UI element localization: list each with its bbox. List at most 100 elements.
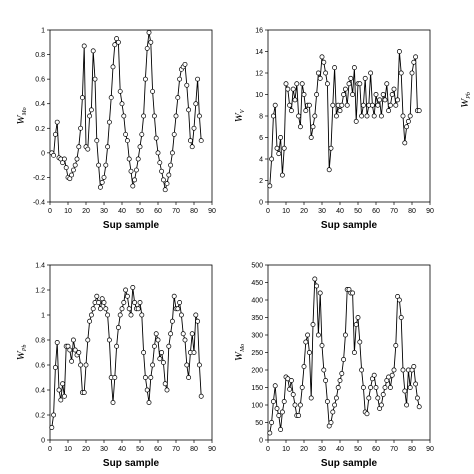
data-point bbox=[195, 76, 201, 82]
data-point bbox=[414, 395, 420, 401]
data-point bbox=[155, 337, 161, 343]
data-point bbox=[306, 102, 312, 108]
data-point bbox=[285, 86, 291, 92]
data-point bbox=[85, 337, 91, 343]
data-point bbox=[281, 399, 287, 404]
x-tick-label: 70 bbox=[390, 446, 398, 453]
data-point bbox=[299, 81, 305, 87]
data-point bbox=[81, 390, 87, 395]
y-axis-label-sub: Mo bbox=[240, 344, 246, 353]
x-tick-label: 50 bbox=[136, 208, 144, 215]
data-point bbox=[69, 358, 75, 364]
plot-frame bbox=[49, 29, 213, 203]
data-point bbox=[51, 412, 57, 418]
data-point bbox=[193, 312, 199, 318]
data-point bbox=[171, 131, 177, 137]
data-point bbox=[168, 162, 174, 168]
data-point bbox=[132, 177, 138, 183]
y-tick-label: -0.4 bbox=[33, 200, 45, 207]
x-tick-label: 60 bbox=[372, 208, 380, 215]
data-point bbox=[301, 92, 307, 97]
data-point bbox=[114, 343, 120, 349]
x-tick-label: 80 bbox=[408, 446, 416, 453]
data-point bbox=[196, 362, 202, 368]
data-line bbox=[269, 51, 420, 186]
data-point bbox=[182, 337, 188, 343]
data-point bbox=[303, 339, 309, 345]
data-point bbox=[294, 81, 300, 87]
data-point bbox=[52, 131, 58, 137]
data-point bbox=[315, 70, 321, 76]
data-point bbox=[87, 318, 93, 324]
data-point bbox=[278, 135, 284, 140]
y-tick-label: 0.2 bbox=[35, 126, 45, 133]
data-point bbox=[186, 107, 192, 113]
y-tick-label: 4 bbox=[259, 157, 263, 164]
data-point bbox=[407, 113, 413, 119]
y-tick-label: 0.8 bbox=[35, 338, 45, 345]
data-point bbox=[276, 151, 282, 157]
data-point bbox=[310, 124, 316, 130]
data-point bbox=[337, 378, 343, 383]
data-point bbox=[146, 30, 152, 35]
data-point bbox=[342, 86, 348, 92]
y-tick-label: 2 bbox=[259, 178, 263, 185]
data-point bbox=[142, 76, 148, 82]
data-point bbox=[373, 385, 379, 390]
data-point bbox=[96, 162, 102, 168]
clipped-y-label: WPb bbox=[459, 92, 472, 108]
data-point bbox=[196, 113, 202, 119]
data-point bbox=[398, 70, 404, 76]
data-point bbox=[296, 413, 302, 418]
data-point bbox=[141, 113, 147, 119]
data-point bbox=[139, 131, 145, 137]
x-tick-label: 50 bbox=[354, 446, 362, 453]
data-point bbox=[335, 385, 341, 390]
data-point bbox=[198, 138, 204, 144]
data-point bbox=[292, 97, 298, 103]
data-point bbox=[58, 397, 64, 403]
data-point bbox=[306, 350, 312, 355]
data-point bbox=[391, 86, 397, 92]
data-point bbox=[299, 385, 305, 390]
data-point bbox=[182, 61, 188, 67]
data-point bbox=[99, 179, 105, 185]
data-point bbox=[110, 400, 116, 405]
data-point bbox=[387, 385, 393, 390]
data-point bbox=[90, 306, 96, 312]
x-tick-label: 70 bbox=[172, 208, 180, 215]
data-point bbox=[272, 102, 278, 108]
y-axis-label-sub: Mo bbox=[22, 107, 28, 116]
data-point bbox=[371, 113, 377, 119]
x-tick-label: 80 bbox=[190, 208, 198, 215]
data-point bbox=[279, 409, 285, 415]
y-tick-label: -0.2 bbox=[33, 175, 45, 182]
data-point bbox=[382, 97, 388, 103]
data-point bbox=[324, 81, 330, 87]
data-point bbox=[290, 86, 296, 92]
y-axis-label-sub: V bbox=[240, 108, 246, 113]
data-point bbox=[404, 402, 410, 408]
y-axis-label-main: W bbox=[15, 115, 27, 125]
data-point bbox=[130, 183, 136, 189]
data-point bbox=[409, 70, 415, 76]
data-point bbox=[364, 113, 370, 119]
data-point bbox=[332, 402, 338, 408]
y-tick-label: 16 bbox=[255, 28, 263, 35]
data-point bbox=[371, 372, 377, 378]
data-point bbox=[337, 108, 343, 114]
data-point bbox=[341, 92, 347, 97]
data-point bbox=[70, 167, 76, 173]
data-point bbox=[405, 118, 411, 124]
data-point bbox=[141, 350, 147, 355]
data-point bbox=[119, 306, 125, 312]
x-tick-label: 50 bbox=[354, 208, 362, 215]
data-point bbox=[159, 350, 165, 355]
data-point bbox=[315, 332, 321, 338]
y-axis-label: WV bbox=[233, 108, 246, 122]
y-tick-label: 12 bbox=[255, 71, 263, 78]
data-point bbox=[319, 54, 325, 60]
data-point bbox=[74, 156, 80, 162]
x-tick-label: 0 bbox=[266, 208, 270, 215]
data-point bbox=[377, 97, 383, 103]
